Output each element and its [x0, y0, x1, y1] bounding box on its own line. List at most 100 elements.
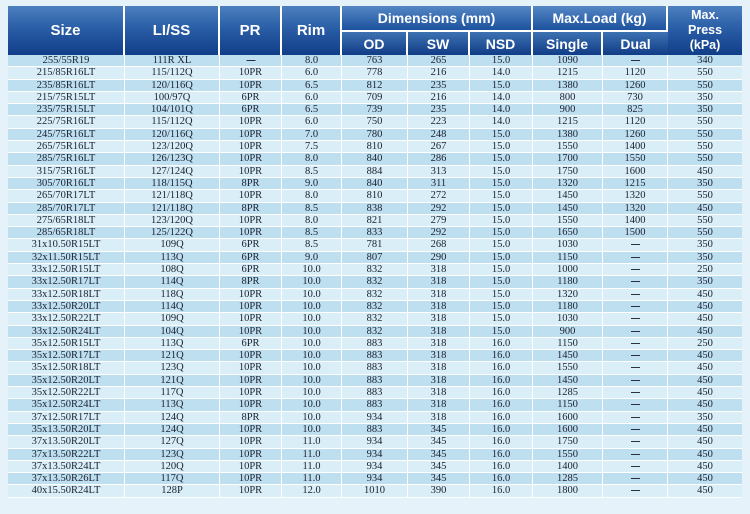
cell-single: 1650 — [533, 227, 604, 240]
cell-pr: 10PR — [220, 350, 282, 363]
cell-sw: 318 — [408, 276, 470, 289]
cell-nsd: 14.0 — [470, 91, 534, 105]
cell-single: 1450 — [533, 374, 604, 388]
cell-single: 1380 — [533, 79, 604, 92]
cell-press: 450 — [668, 436, 743, 449]
cell-press: 450 — [668, 362, 743, 375]
cell-nsd: 15.0 — [470, 153, 534, 166]
cell-pr: 8PR — [220, 177, 282, 191]
cell-rim: 11.0 — [282, 436, 342, 449]
cell-sw: 345 — [408, 423, 470, 437]
cell-press: 550 — [668, 214, 743, 228]
cell-rim: 8.0 — [282, 55, 342, 68]
cell-single: 1180 — [533, 276, 604, 289]
cell-sw: 265 — [408, 55, 470, 68]
cell-od: 832 — [342, 313, 408, 326]
table-row: 33x12.50R22LT 109Q 10PR 10.0 832 318 15.0 1030—… — [8, 313, 743, 326]
cell-dual: — — [603, 374, 669, 388]
table-row: 285/75R16LT 126/123Q 10PR 8.0 840 286 15.0 1700… — [8, 153, 743, 166]
cell-od: 934 — [342, 473, 408, 486]
cell-od: 832 — [342, 325, 408, 338]
table-row: 225/75R16LT 115/112Q 10PR 6.0 750 223 14.0 1215… — [8, 116, 743, 129]
cell-pr: 10PR — [220, 116, 282, 129]
cell-pr: 8PR — [220, 411, 282, 424]
cell-li_ss: 120/116Q — [125, 79, 220, 92]
cell-od: 810 — [342, 141, 408, 154]
cell-od: 778 — [342, 67, 408, 80]
cell-single: 1550 — [533, 448, 604, 461]
cell-dual: 1120 — [603, 116, 669, 129]
cell-od: 739 — [342, 104, 408, 117]
cell-press: 350 — [668, 177, 743, 191]
table-row: 235/75R15LT 104/101Q 6PR 6.5 739 235 14.0 900 82… — [8, 104, 743, 117]
cell-li_ss: 123/120Q — [125, 214, 220, 228]
cell-li_ss: 126/123Q — [125, 153, 220, 166]
table-row: 33x12.50R20LT 114Q 10PR 10.0 832 318 15.0 1180—… — [8, 300, 743, 314]
cell-li_ss: 109Q — [125, 239, 220, 252]
cell-single: 1400 — [533, 460, 604, 474]
cell-rim: 11.0 — [282, 473, 342, 486]
cell-size: 285/65R18LT — [8, 227, 125, 240]
cell-rim: 8.5 — [282, 165, 342, 178]
cell-rim: 6.5 — [282, 104, 342, 117]
cell-rim: 10.0 — [282, 374, 342, 388]
cell-dual: — — [603, 387, 669, 400]
cell-single: 1750 — [533, 165, 604, 178]
cell-rim: 6.0 — [282, 67, 342, 80]
cell-sw: 223 — [408, 116, 470, 129]
cell-nsd: 16.0 — [470, 399, 534, 412]
cell-pr: 10PR — [220, 362, 282, 375]
cell-single: 1030 — [533, 239, 604, 252]
cell-od: 883 — [342, 350, 408, 363]
cell-size: 37x12.50R17LT — [8, 411, 125, 424]
cell-dual: 1550 — [603, 153, 669, 166]
cell-li_ss: 123/120Q — [125, 141, 220, 154]
cell-sw: 318 — [408, 300, 470, 314]
cell-nsd: 15.0 — [470, 177, 534, 191]
cell-single: 1180 — [533, 300, 604, 314]
cell-dual: — — [603, 399, 669, 412]
cell-size: 33x12.50R22LT — [8, 313, 125, 326]
cell-size: 245/75R16LT — [8, 128, 125, 142]
cell-od: 934 — [342, 460, 408, 474]
table-row: 275/65R18LT 123/120Q 10PR 8.0 821 279 15.0 1550… — [8, 214, 743, 228]
header-row-subcolumns: OD SW NSD Single Dual — [8, 32, 742, 55]
cell-pr: 10PR — [220, 387, 282, 400]
table-row: 35x12.50R18LT 123Q 10PR 10.0 883 318 16.0 1550—… — [8, 362, 743, 375]
cell-rim: 10.0 — [282, 313, 342, 326]
table-row: 35x13.50R20LT 124Q 10PR 10.0 883 345 16.0 1600—… — [8, 423, 743, 437]
cell-rim: 10.0 — [282, 325, 342, 338]
cell-press: 550 — [668, 128, 743, 142]
cell-rim: 8.0 — [282, 190, 342, 203]
cell-pr: 10PR — [220, 128, 282, 142]
cell-single: 1150 — [533, 337, 604, 351]
cell-press: 450 — [668, 165, 743, 178]
cell-press: 350 — [668, 239, 743, 252]
cell-dual: — — [603, 350, 669, 363]
cell-size: 305/70R16LT — [8, 177, 125, 191]
cell-dual: — — [603, 411, 669, 424]
cell-press: 550 — [668, 227, 743, 240]
cell-rim: 9.0 — [282, 177, 342, 191]
cell-dual: — — [603, 362, 669, 375]
cell-od: 780 — [342, 128, 408, 142]
cell-sw: 390 — [408, 485, 470, 498]
cell-rim: 10.0 — [282, 337, 342, 351]
cell-sw: 267 — [408, 141, 470, 154]
cell-pr: 10PR — [220, 313, 282, 326]
table-body: 255/55R19 111R XL —8.0 763 265 15.0 1090—340 21… — [8, 55, 743, 498]
cell-single: 1450 — [533, 202, 604, 215]
cell-pr: 10PR — [220, 460, 282, 474]
cell-pr: 6PR — [220, 104, 282, 117]
cell-size: 235/85R16LT — [8, 79, 125, 92]
cell-li_ss: 128P — [125, 485, 220, 498]
cell-pr: 10PR — [220, 79, 282, 92]
cell-rim: 8.0 — [282, 214, 342, 228]
header-dimensions-group: Dimensions (mm) — [342, 6, 534, 32]
cell-single: 1450 — [533, 350, 604, 363]
table-row: 37x12.50R17LT 124Q 8PR 10.0 934 318 16.0 1600—3… — [8, 411, 743, 424]
cell-nsd: 14.0 — [470, 116, 534, 129]
cell-single: 1550 — [533, 214, 604, 228]
cell-sw: 318 — [408, 399, 470, 412]
cell-dual: 730 — [603, 91, 669, 105]
